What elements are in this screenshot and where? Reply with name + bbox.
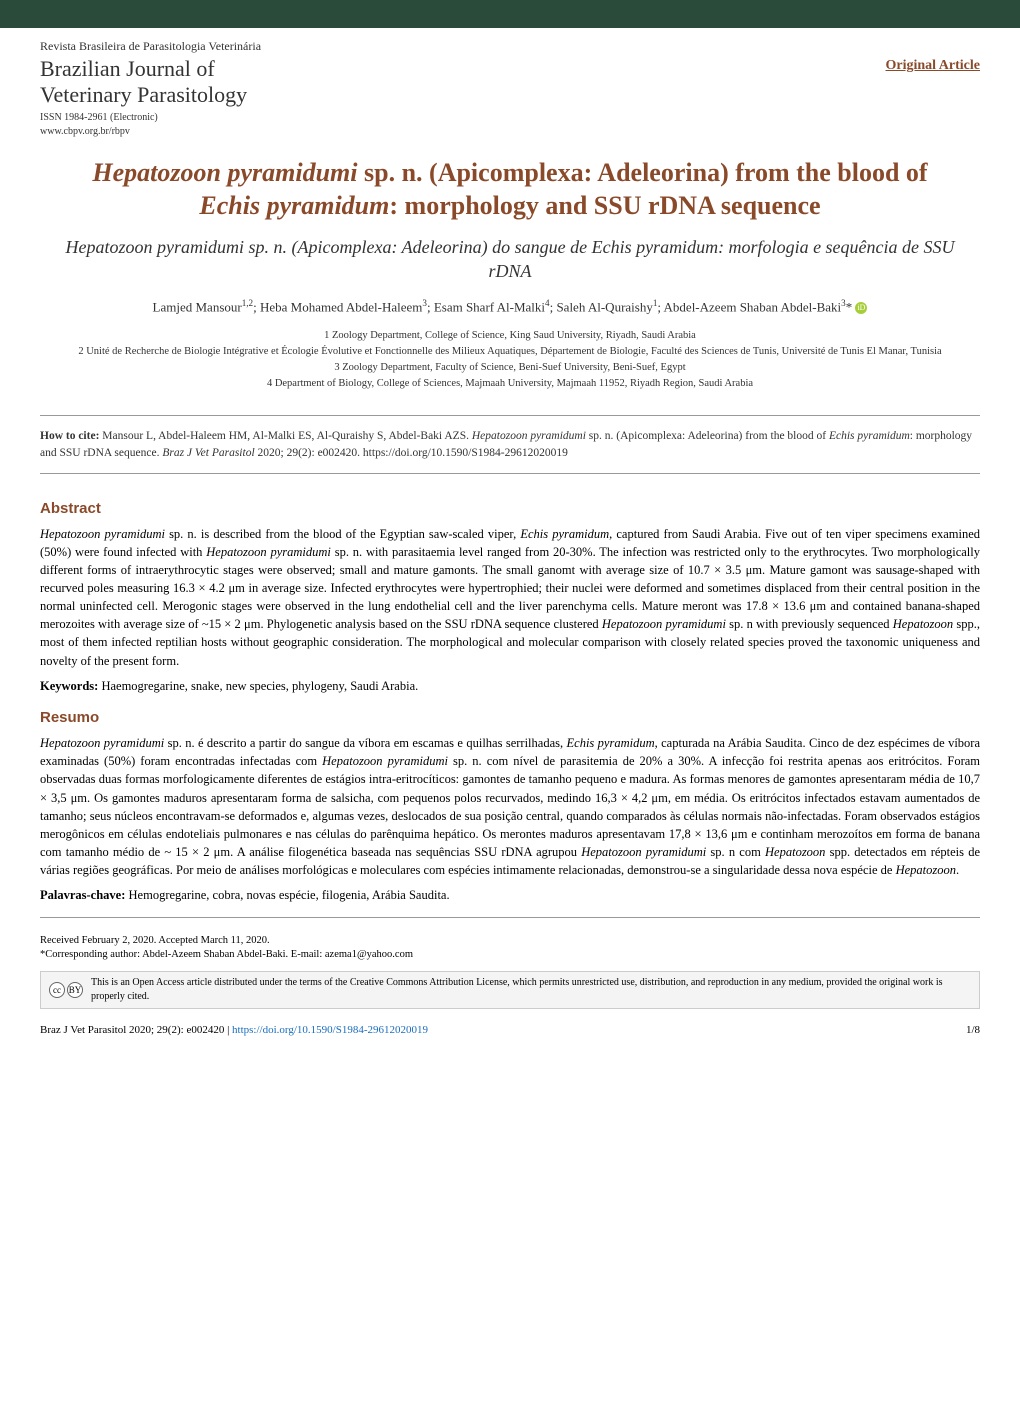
journal-name-en-1: Brazilian Journal of [40, 57, 261, 81]
corresponding-author: *Corresponding author: Abdel-Azeem Shaba… [40, 948, 980, 963]
affiliation-2: 2 Unité de Recherche de Biologie Intégra… [60, 344, 960, 360]
keywords-text: Haemogregarine, snake, new species, phyl… [101, 679, 418, 693]
journal-url: www.cbpv.org.br/rbpv [40, 125, 261, 139]
palavras-chave-text: Hemogregarine, cobra, novas espécie, fil… [129, 888, 450, 902]
journal-name-en-2: Veterinary Parasitology [40, 83, 261, 107]
authors: Lamjed Mansour1,2; Heba Mohamed Abdel-Ha… [60, 297, 960, 317]
resumo-heading: Resumo [40, 707, 980, 728]
license-box: cc BY This is an Open Access article dis… [40, 971, 980, 1009]
abstract-body: Hepatozoon pyramidumi sp. n. is describe… [40, 525, 980, 670]
article-type-link[interactable]: Original Article [886, 56, 980, 76]
divider [40, 473, 980, 474]
footer-doi-link[interactable]: https://doi.org/10.1590/S1984-2961202001… [232, 1024, 428, 1036]
divider [40, 917, 980, 918]
how-to-cite-text: Mansour L, Abdel-Haleem HM, Al-Malki ES,… [40, 430, 972, 458]
issn: ISSN 1984-2961 (Electronic) [40, 111, 261, 125]
affiliation-4: 4 Department of Biology, College of Scie… [60, 376, 960, 392]
journal-block: Revista Brasileira de Parasitologia Vete… [40, 38, 261, 139]
resumo-body: Hepatozoon pyramidumi sp. n. é descrito … [40, 734, 980, 879]
palavras-chave-line: Palavras-chave: Hemogregarine, cobra, no… [40, 887, 980, 905]
cc-icon: cc [49, 982, 65, 998]
license-text: This is an Open Access article distribut… [91, 976, 971, 1004]
footer-citation: Braz J Vet Parasitol 2020; 29(2): e00242… [40, 1024, 232, 1036]
affiliation-1: 1 Zoology Department, College of Science… [60, 328, 960, 344]
orcid-icon: iD [855, 302, 867, 314]
keywords-label: Keywords: [40, 679, 98, 693]
journal-name-pt: Revista Brasileira de Parasitologia Vete… [40, 38, 261, 55]
by-icon: BY [67, 982, 83, 998]
footer-left: Braz J Vet Parasitol 2020; 29(2): e00242… [40, 1023, 428, 1038]
title-block: Hepatozoon pyramidumi sp. n. (Apicomplex… [0, 139, 1020, 403]
article-title-en: Hepatozoon pyramidumi sp. n. (Apicomplex… [60, 157, 960, 222]
keywords-line: Keywords: Haemogregarine, snake, new spe… [40, 678, 980, 696]
cc-by-icon: cc BY [49, 982, 83, 998]
article-title-pt: Hepatozoon pyramidumi sp. n. (Apicomplex… [60, 236, 960, 283]
affiliation-3: 3 Zoology Department, Faculty of Science… [60, 360, 960, 376]
abstract-section: Abstract Hepatozoon pyramidumi sp. n. is… [0, 486, 1020, 696]
received-dates: Received February 2, 2020. Accepted Marc… [40, 934, 980, 949]
journal-header: Revista Brasileira de Parasitologia Vete… [0, 28, 1020, 139]
header-band [0, 0, 1020, 28]
resumo-section: Resumo Hepatozoon pyramidumi sp. n. é de… [0, 695, 1020, 905]
footer-page: 1/8 [966, 1023, 980, 1038]
received-block: Received February 2, 2020. Accepted Marc… [0, 930, 1020, 965]
abstract-heading: Abstract [40, 498, 980, 519]
affiliations: 1 Zoology Department, College of Science… [60, 328, 960, 391]
divider [40, 415, 980, 416]
how-to-cite: How to cite: Mansour L, Abdel-Haleem HM,… [0, 428, 1020, 460]
how-to-cite-label: How to cite: [40, 430, 99, 442]
palavras-chave-label: Palavras-chave: [40, 888, 125, 902]
footer: Braz J Vet Parasitol 2020; 29(2): e00242… [0, 1009, 1020, 1048]
